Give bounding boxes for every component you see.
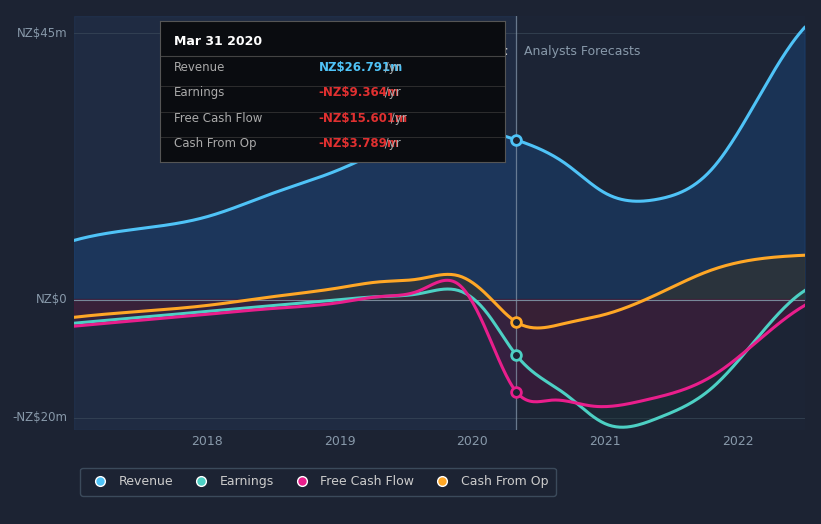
Text: Free Cash Flow: Free Cash Flow [174, 112, 262, 125]
Text: /yr: /yr [381, 61, 401, 73]
Text: Cash From Op: Cash From Op [174, 137, 256, 150]
Text: /yr: /yr [387, 112, 406, 125]
Text: -NZ$3.789m: -NZ$3.789m [319, 137, 400, 150]
Text: Past: Past [478, 45, 508, 58]
Text: /yr: /yr [381, 137, 401, 150]
Text: -NZ$20m: -NZ$20m [12, 411, 67, 424]
Text: Mar 31 2020: Mar 31 2020 [174, 35, 262, 48]
Text: Revenue: Revenue [174, 61, 225, 73]
Text: Analysts Forecasts: Analysts Forecasts [525, 45, 640, 58]
Bar [74, 16, 516, 430]
Text: /yr: /yr [381, 86, 401, 99]
Text: -NZ$9.364m: -NZ$9.364m [319, 86, 400, 99]
Bar [516, 16, 805, 430]
Text: NZ$26.791m: NZ$26.791m [319, 61, 403, 73]
Text: Earnings: Earnings [174, 86, 225, 99]
Legend: Revenue, Earnings, Free Cash Flow, Cash From Op: Revenue, Earnings, Free Cash Flow, Cash … [80, 468, 556, 496]
Text: NZ$45m: NZ$45m [16, 27, 67, 40]
Text: NZ$0: NZ$0 [35, 293, 67, 306]
Text: -NZ$15.601m: -NZ$15.601m [319, 112, 408, 125]
